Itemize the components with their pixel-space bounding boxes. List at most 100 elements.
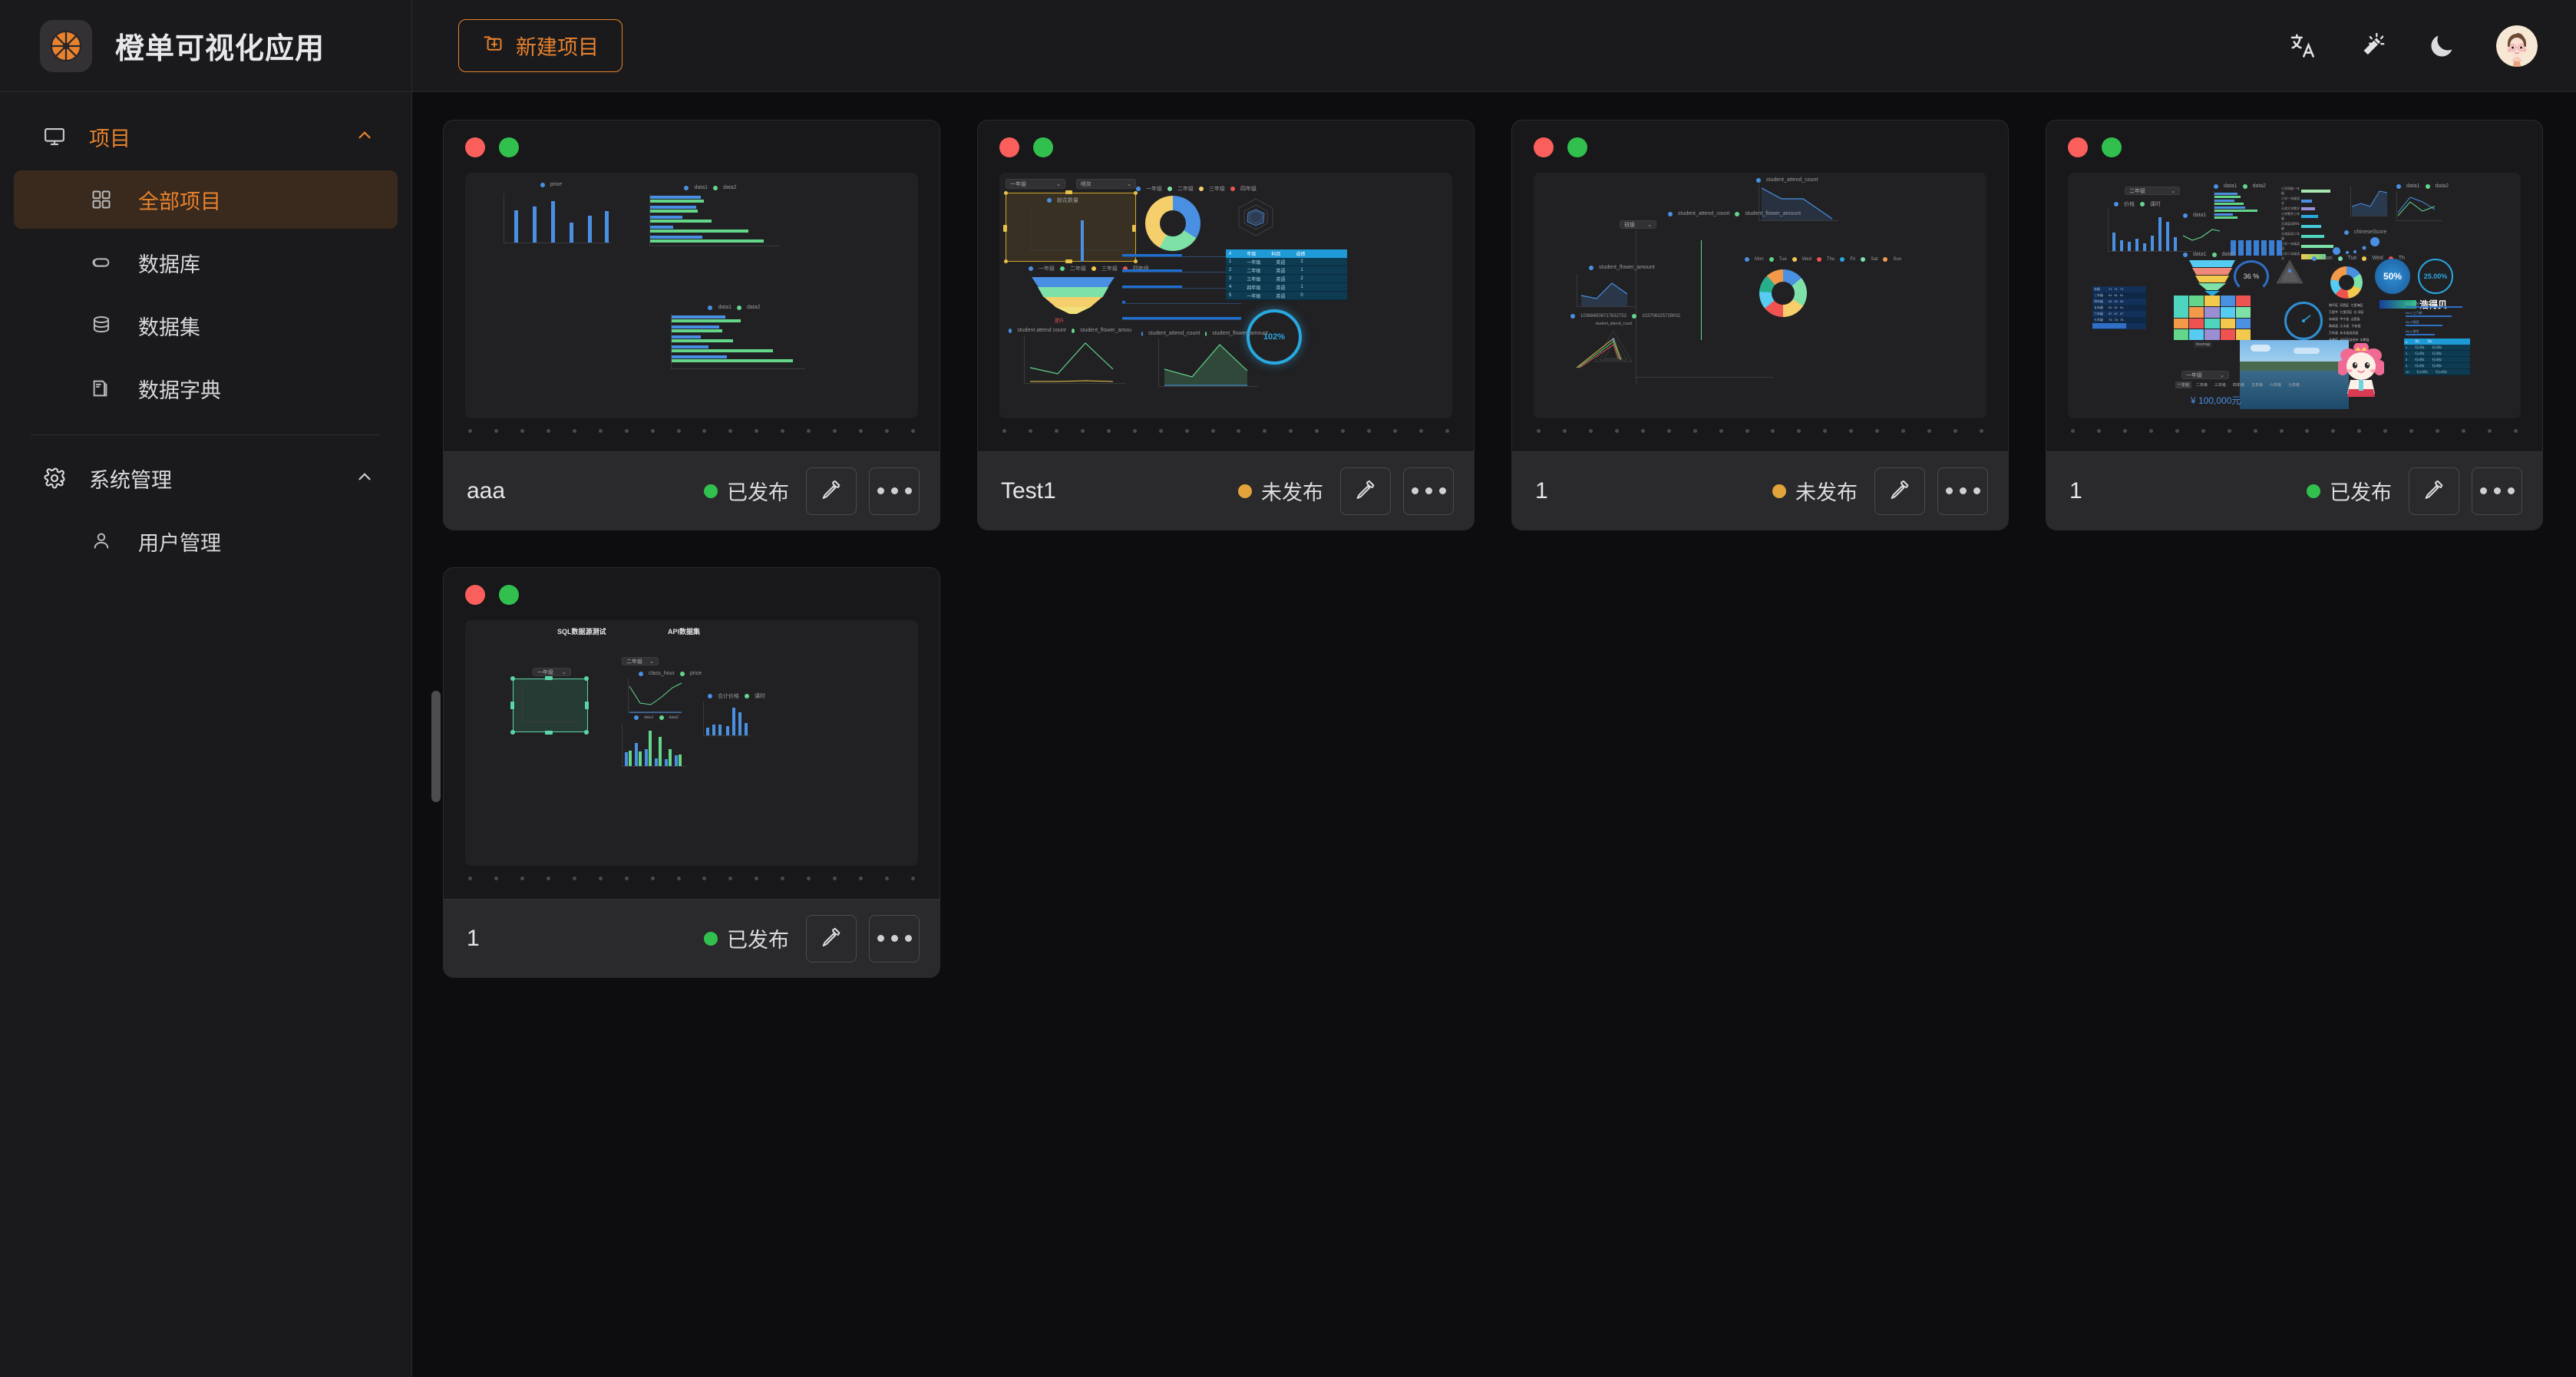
sidebar-group-projects[interactable]: 项目 (0, 107, 411, 166)
project-card-grid: price (443, 120, 2545, 978)
more-icon (2479, 487, 2515, 494)
maximize-dot-icon (1033, 137, 1053, 157)
status-badge: 未发布 (1238, 476, 1323, 506)
more-icon (1411, 487, 1446, 494)
window-dots (465, 137, 918, 157)
status-badge: 未发布 (1772, 476, 1858, 506)
chevron-up-icon (355, 467, 375, 490)
sidebar-item-user-management[interactable]: 用户管理 (14, 512, 398, 570)
card-preview-area: 二年级 ⌄ 价格 课时 (2046, 121, 2542, 451)
build-button[interactable] (2409, 467, 2459, 515)
card-footer: aaa 已发布 (444, 451, 940, 530)
build-button[interactable] (806, 467, 857, 515)
language-icon[interactable] (2289, 31, 2318, 61)
moon-icon[interactable] (2427, 31, 2456, 61)
project-name: 1 (2069, 477, 2082, 504)
project-card[interactable]: SQL数据源测试 API数据集 一年级 ⌄ (443, 567, 940, 978)
sidebar-group-label: 系统管理 (89, 468, 172, 492)
sidebar-item-label: 全部项目 (138, 190, 221, 213)
project-thumbnail: student_attend_count student_attend_coun… (1534, 173, 1986, 418)
brand-header: 橙单可视化应用 (0, 0, 411, 92)
window-dots (1534, 137, 1986, 157)
status-badge: 已发布 (2307, 476, 2392, 506)
card-footer: Test1 未发布 (978, 451, 1474, 530)
monitor-icon (43, 125, 77, 148)
card-footer: 1 未发布 (1512, 451, 2008, 530)
more-button[interactable] (2472, 467, 2522, 515)
build-button[interactable] (1874, 467, 1925, 515)
status-dot-icon (1238, 484, 1252, 498)
magic-wand-icon[interactable] (2358, 31, 2387, 61)
close-dot-icon (2068, 137, 2088, 157)
orange-slice-icon (40, 19, 92, 72)
more-icon (877, 935, 912, 942)
status-dot-icon (2307, 484, 2320, 498)
sidebar-item-data-dictionary[interactable]: 数据字典 (14, 359, 398, 418)
thumbnail-dot-row (1534, 418, 1986, 441)
status-dot-icon (1772, 484, 1786, 498)
project-thumbnail: price (465, 173, 918, 418)
link-icon (91, 252, 121, 273)
hammer-icon (820, 478, 843, 504)
project-thumbnail: SQL数据源测试 API数据集 一年级 ⌄ (465, 620, 918, 866)
maximize-dot-icon (499, 137, 519, 157)
more-button[interactable] (1937, 467, 1988, 515)
close-dot-icon (1534, 137, 1554, 157)
project-card[interactable]: price (443, 120, 940, 530)
build-button[interactable] (806, 914, 857, 963)
status-dot-icon (704, 484, 718, 498)
more-button[interactable] (869, 914, 920, 963)
hammer-icon (1354, 478, 1377, 504)
status-label: 已发布 (727, 929, 789, 952)
window-dots (999, 137, 1452, 157)
sidebar-scrollbar[interactable] (431, 691, 441, 802)
more-button[interactable] (869, 467, 920, 515)
project-name: 1 (467, 925, 480, 951)
close-dot-icon (465, 585, 485, 605)
sidebar-item-label: 数据集 (138, 315, 200, 339)
add-folder-icon (482, 32, 504, 59)
thumbnail-dot-row (465, 866, 918, 888)
maximize-dot-icon (2102, 137, 2122, 157)
book-icon (91, 378, 121, 399)
card-preview-area: student_attend_count student_attend_coun… (1512, 121, 2008, 451)
project-card[interactable]: student_attend_count student_attend_coun… (1511, 120, 2009, 530)
project-card[interactable]: 一年级 ⌄ 喷灰 ⌄ 献花数量 (977, 120, 1475, 530)
sidebar-item-database[interactable]: 数据库 (14, 233, 398, 292)
card-preview-area: 一年级 ⌄ 喷灰 ⌄ 献花数量 (978, 121, 1474, 451)
window-dots (2068, 137, 2521, 157)
gear-icon (43, 467, 77, 490)
thumbnail-dot-row (465, 418, 918, 441)
sidebar-group-label: 项目 (89, 127, 130, 150)
close-dot-icon (465, 137, 485, 157)
more-button[interactable] (1403, 467, 1454, 515)
maximize-dot-icon (499, 585, 519, 605)
hammer-icon (820, 926, 843, 951)
status-label: 未发布 (1795, 481, 1858, 504)
window-dots (465, 585, 918, 605)
status-dot-icon (704, 931, 718, 946)
status-badge: 已发布 (704, 476, 789, 506)
project-card[interactable]: 二年级 ⌄ 价格 课时 (2046, 120, 2543, 530)
sidebar-divider (31, 434, 381, 435)
toolbar-actions (2289, 25, 2538, 67)
project-thumbnail: 二年级 ⌄ 价格 课时 (2068, 173, 2521, 418)
user-icon (91, 530, 121, 552)
build-button[interactable] (1340, 467, 1391, 515)
sidebar-item-dataset[interactable]: 数据集 (14, 296, 398, 355)
sidebar-group-system[interactable]: 系统管理 (0, 449, 411, 507)
new-project-label: 新建项目 (516, 36, 599, 59)
sidebar-item-all-projects[interactable]: 全部项目 (14, 170, 398, 229)
status-label: 未发布 (1261, 481, 1323, 504)
chevron-up-icon (355, 125, 375, 149)
status-badge: 已发布 (704, 923, 789, 953)
status-label: 已发布 (727, 481, 789, 504)
project-name: 1 (1535, 477, 1548, 504)
user-avatar[interactable] (2496, 25, 2538, 67)
hammer-icon (2422, 478, 2446, 504)
new-project-button[interactable]: 新建项目 (458, 19, 623, 72)
project-thumbnail: 一年级 ⌄ 喷灰 ⌄ 献花数量 (999, 173, 1452, 418)
grid-icon (91, 189, 121, 210)
more-icon (1945, 487, 1980, 494)
card-footer: 1 已发布 (2046, 451, 2542, 530)
